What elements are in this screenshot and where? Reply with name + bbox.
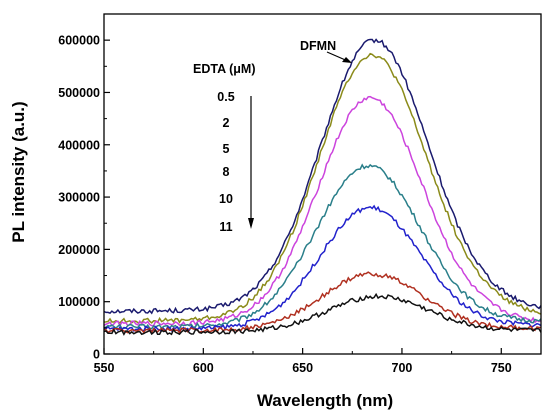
plot-lines — [103, 38, 542, 336]
y-axis-title: PL intensity (a.u.) — [9, 101, 28, 242]
edta-values: 0.5 2 5 8 10 11 — [217, 90, 234, 234]
series-line-7 — [103, 292, 542, 336]
edta-value-label: 8 — [223, 165, 230, 179]
plot-frame — [103, 13, 542, 355]
x-tick-label: 700 — [392, 361, 413, 375]
y-tick-label: 500000 — [58, 86, 100, 100]
y-tick-label: 100000 — [58, 295, 100, 309]
series-line-3 — [103, 95, 542, 328]
edta-value-label: 11 — [219, 220, 232, 234]
edta-value-label: 2 — [223, 116, 230, 130]
edta-title: EDTA (μM) — [193, 62, 256, 76]
edta-arrow-head — [248, 218, 254, 229]
series-line-6 — [103, 271, 541, 335]
x-tick-label: 600 — [193, 361, 214, 375]
series-line-4 — [103, 163, 542, 330]
y-tick-label: 300000 — [58, 191, 100, 205]
dfmn-label: DFMN — [300, 39, 336, 53]
y-tick-label: 200000 — [58, 243, 100, 257]
x-tick-label: 750 — [491, 361, 512, 375]
y-tick-label: 400000 — [58, 138, 100, 152]
x-axis-title: Wavelength (nm) — [257, 391, 393, 410]
dfmn-arrow-head — [342, 57, 352, 63]
series-line-1 — [103, 38, 542, 315]
ticks: 550 600 650 700 750 0 100000 200000 300000 400000… — [58, 34, 511, 375]
y-tick-label: 600000 — [58, 34, 100, 48]
series-line-5 — [103, 204, 542, 333]
edta-value-label: 5 — [223, 142, 230, 156]
y-axis-title-wrap: PL intensity (a.u.) — [9, 101, 28, 242]
edta-value-label: 0.5 — [217, 90, 234, 104]
x-tick-label: 550 — [94, 361, 115, 375]
series-line-2 — [103, 52, 542, 324]
edta-value-label: 10 — [219, 192, 233, 206]
axes — [103, 13, 542, 355]
y-tick-label: 0 — [93, 348, 100, 362]
x-tick-label: 650 — [292, 361, 313, 375]
